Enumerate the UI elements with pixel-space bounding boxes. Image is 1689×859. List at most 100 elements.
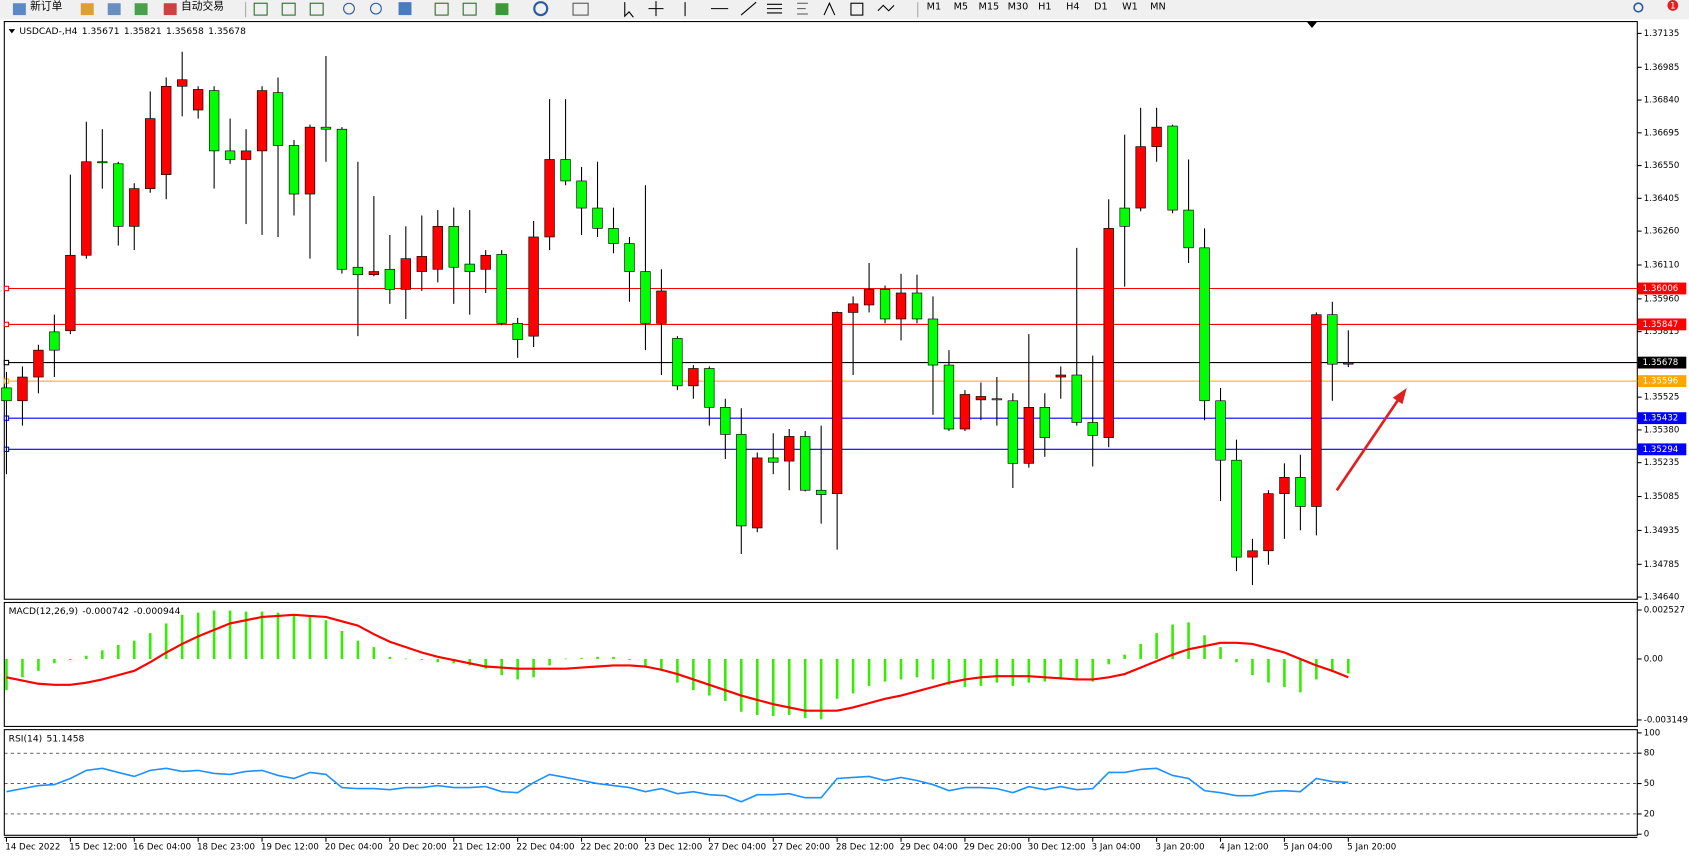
- candle-body: [1231, 459, 1242, 558]
- y-tick-label: 50: [1644, 779, 1655, 789]
- macd-bar: [755, 658, 759, 715]
- x-tick-label: 5 Jan 04:00: [1283, 843, 1332, 853]
- y-tick-label: 0: [1644, 830, 1649, 840]
- line-handle: [3, 359, 10, 366]
- candle-body: [161, 85, 172, 175]
- macd-bar: [867, 658, 871, 686]
- y-tick-label: 1.34640: [1644, 593, 1680, 603]
- timeframe-button[interactable]: D1: [1094, 1, 1108, 12]
- rsi-panel: [3, 729, 1638, 836]
- price-tag: 1.35596: [1643, 377, 1679, 387]
- timeframe-button[interactable]: M5: [954, 1, 969, 12]
- y-tick-label: -0.003149: [1644, 715, 1688, 725]
- candle-body: [752, 457, 763, 529]
- icon: [398, 2, 412, 16]
- indicator-name: RSI(14): [9, 734, 43, 744]
- icon: [12, 3, 26, 16]
- macd-bar: [1299, 658, 1302, 693]
- timeframe-button[interactable]: MN: [1150, 1, 1166, 12]
- macd-bar: [1315, 658, 1318, 680]
- price-tag: 1.35432: [1643, 414, 1679, 424]
- candle-body: [975, 396, 987, 401]
- y-tick-label: 1.35815: [1644, 327, 1680, 337]
- candle-body: [927, 318, 939, 366]
- macd-bar: [1043, 658, 1047, 682]
- macd-bar: [787, 658, 791, 715]
- icon: [495, 3, 509, 16]
- macd-bar: [851, 658, 855, 694]
- x-tick-label: 18 Dec 23:00: [197, 843, 255, 853]
- icon: [533, 1, 549, 17]
- candle-body: [1343, 362, 1354, 365]
- candle-body: [1167, 125, 1178, 211]
- macd-bar: [963, 658, 967, 687]
- candle-body: [1199, 247, 1210, 402]
- macd-bar: [244, 611, 248, 659]
- price-tag: 1.35294: [1643, 445, 1679, 455]
- y-tick-label: 1.35235: [1644, 458, 1680, 468]
- macd-bar: [228, 610, 232, 659]
- price-tag-bg: [1637, 318, 1687, 331]
- macd-bar: [1219, 647, 1222, 659]
- y-tick-label: 0.00: [1644, 654, 1663, 664]
- timeframe-button[interactable]: H1: [1038, 1, 1051, 12]
- icon: [253, 2, 268, 16]
- price-tag: 1.36006: [1643, 284, 1679, 294]
- macd-bar: [580, 657, 583, 659]
- candle-body: [256, 90, 268, 152]
- candle-body: [272, 92, 284, 146]
- candle-body: [847, 303, 859, 313]
- timeframe-button[interactable]: M1: [927, 1, 942, 12]
- candle-body: [208, 90, 220, 152]
- candle-body: [784, 436, 795, 462]
- candle-body: [177, 79, 188, 87]
- macd-bar: [596, 656, 599, 659]
- notification-badge[interactable]: [1667, 0, 1679, 11]
- candle-body: [113, 163, 124, 227]
- icon: [823, 1, 836, 16]
- header-open: 1.35671: [82, 27, 120, 37]
- macd-bar: [388, 656, 392, 659]
- macd-bar: [308, 616, 312, 659]
- candle-body: [448, 226, 459, 268]
- macd-bar: [1155, 633, 1158, 659]
- price-tag-bg: [1637, 282, 1687, 295]
- icon: [624, 2, 634, 18]
- header-close: 1.35678: [208, 27, 246, 37]
- candle-body: [720, 406, 731, 435]
- timeframe-button[interactable]: H4: [1066, 1, 1079, 12]
- macd-bar: [1075, 658, 1079, 681]
- icon: [163, 3, 177, 16]
- timeframe-button[interactable]: M15: [978, 1, 999, 12]
- y-tick-label: 1.35525: [1644, 393, 1680, 403]
- price-header: USDCAD-,H4 1.35671 1.35821 1.35658 1.35678: [19, 27, 246, 37]
- new-order-button[interactable]: 新订单: [30, 0, 63, 12]
- line-handle: [3, 321, 10, 328]
- auto-trade-button[interactable]: 自动交易: [181, 0, 224, 12]
- macd-bar: [148, 633, 152, 659]
- candle-body: [800, 436, 811, 491]
- macd-bar: [101, 650, 104, 659]
- candle-body: [704, 368, 715, 408]
- candle-body: [656, 290, 667, 324]
- x-tick-label: 4 Jan 12:00: [1219, 843, 1268, 853]
- x-tick-label: 27 Dec 04:00: [708, 843, 766, 853]
- header-high: 1.35821: [124, 27, 162, 37]
- header-low: 1.35658: [166, 27, 204, 37]
- x-tick-label: 14 Dec 2022: [5, 843, 60, 853]
- candle-body: [352, 266, 364, 276]
- macd-bar: [85, 655, 88, 659]
- timeframe-button[interactable]: W1: [1122, 1, 1138, 12]
- timeframe-button[interactable]: M30: [1008, 1, 1029, 12]
- macd-bar: [819, 658, 823, 720]
- candle-body: [1215, 400, 1226, 461]
- x-tick-label: 3 Jan 20:00: [1156, 843, 1205, 853]
- macd-header: MACD(12,26,9) -0.000742 -0.000944: [9, 607, 181, 617]
- macd-bar: [436, 658, 440, 663]
- candle-body: [400, 258, 411, 290]
- macd-bar: [53, 658, 56, 664]
- candle-body: [416, 256, 427, 272]
- search-icon[interactable]: [1633, 2, 1644, 13]
- macd-bar: [404, 658, 408, 660]
- y-tick-label: 80: [1644, 749, 1655, 759]
